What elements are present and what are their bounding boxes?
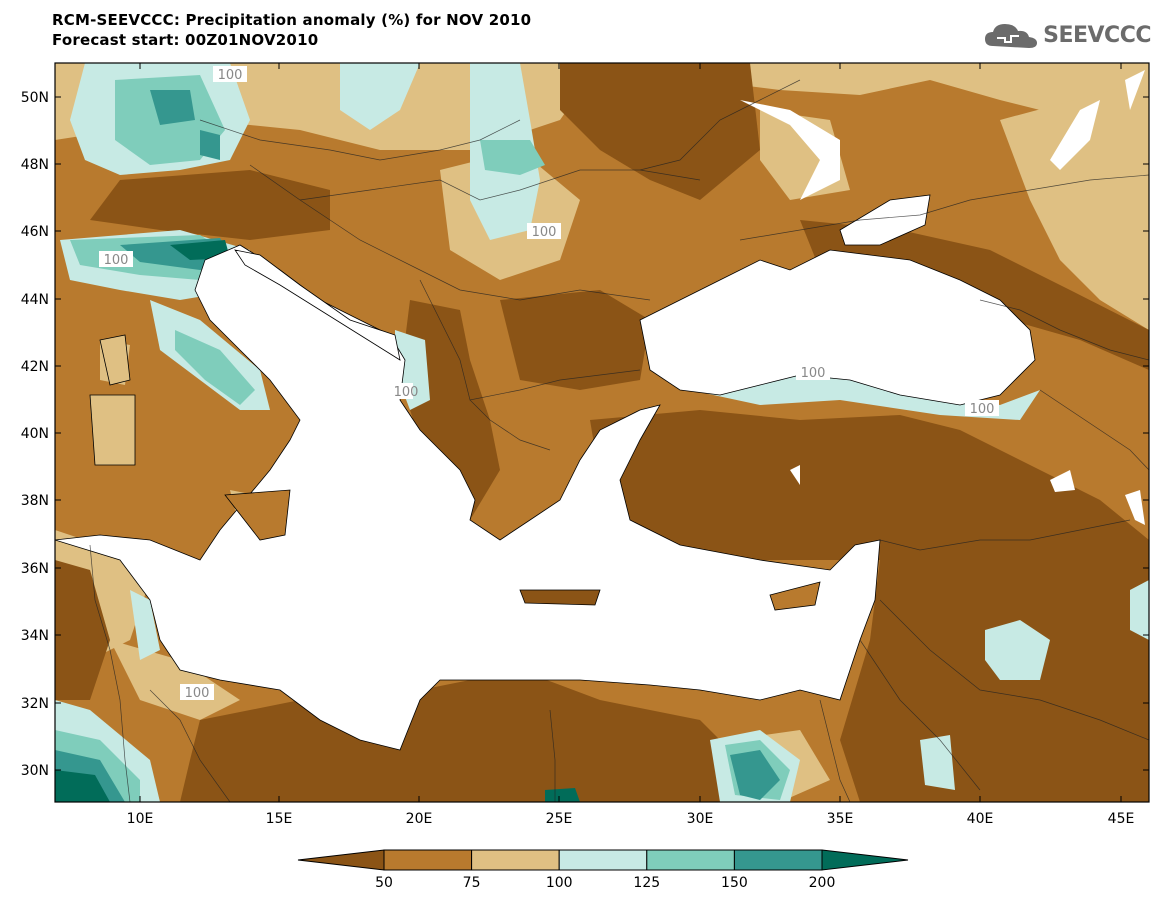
colorbar-label: 50 bbox=[375, 875, 393, 891]
lat-tick-label: 42N bbox=[21, 359, 49, 375]
colorbar-swatch bbox=[821, 849, 909, 871]
colorbar-label: 150 bbox=[721, 875, 748, 891]
lat-tick-label: 32N bbox=[21, 696, 49, 712]
contour-labels: 100 100 100 100 100 100 100 bbox=[99, 66, 999, 701]
contour-label: 100 bbox=[532, 225, 557, 240]
cyprus bbox=[769, 581, 821, 611]
lon-tick-label: 35E bbox=[827, 811, 854, 827]
colorbar-label: 100 bbox=[546, 875, 573, 891]
lon-tick-label: 25E bbox=[546, 811, 573, 827]
lon-tick-label: 20E bbox=[406, 811, 433, 827]
country-borders bbox=[89, 79, 1149, 802]
contour-label: 100 bbox=[801, 366, 826, 381]
colorbar-label: 125 bbox=[633, 875, 660, 891]
colorbar-swatch bbox=[558, 849, 648, 871]
contour-label: 100 bbox=[185, 686, 210, 701]
crete bbox=[519, 589, 601, 606]
colorbar-swatch bbox=[646, 849, 735, 871]
colorbar-swatch bbox=[471, 849, 560, 871]
sea-areas bbox=[55, 194, 1036, 751]
contour-label: 100 bbox=[394, 385, 419, 400]
latitude-axis: 50N 48N 46N 44N 42N 40N 38N 36N 34N 32N 30N bbox=[21, 90, 1149, 779]
colorbar: 50 75 100 125 150 200 bbox=[297, 849, 909, 891]
lon-tick-label: 30E bbox=[687, 811, 714, 827]
contour-label: 100 bbox=[104, 253, 129, 268]
anomaly-above-200 bbox=[55, 240, 580, 802]
lon-tick-label: 45E bbox=[1108, 811, 1135, 827]
lon-tick-label: 40E bbox=[967, 811, 994, 827]
lat-tick-label: 44N bbox=[21, 292, 49, 308]
islands bbox=[89, 334, 821, 611]
longitude-axis: 10E 15E 20E 25E 30E 35E 40E 45E bbox=[127, 63, 1135, 827]
lat-tick-label: 36N bbox=[21, 561, 49, 577]
colorbar-swatch bbox=[297, 849, 385, 871]
sardinia bbox=[89, 394, 136, 466]
lon-tick-label: 15E bbox=[266, 811, 293, 827]
contour-label: 100 bbox=[970, 402, 995, 417]
contour-label: 100 bbox=[218, 68, 243, 83]
colorbar-label: 75 bbox=[463, 875, 481, 891]
logo: SEEVCCC bbox=[983, 20, 1151, 50]
colorbar-swatch bbox=[383, 849, 473, 871]
logo-text: SEEVCCC bbox=[1043, 22, 1151, 48]
no-data-patches bbox=[740, 70, 1145, 525]
lat-tick-label: 30N bbox=[21, 763, 49, 779]
forecast-start: Forecast start: 00Z01NOV2010 bbox=[52, 31, 319, 49]
colorbar-swatch bbox=[733, 849, 823, 871]
lat-tick-label: 46N bbox=[21, 224, 49, 240]
lat-tick-label: 40N bbox=[21, 426, 49, 442]
lat-tick-label: 38N bbox=[21, 493, 49, 509]
lat-tick-label: 34N bbox=[21, 628, 49, 644]
lat-tick-label: 48N bbox=[21, 157, 49, 173]
lon-tick-label: 10E bbox=[127, 811, 154, 827]
title-block: RCM-SEEVCCC: Precipitation anomaly (%) f… bbox=[52, 10, 531, 50]
sicily bbox=[224, 489, 291, 541]
corsica bbox=[99, 334, 131, 386]
map-title: RCM-SEEVCCC: Precipitation anomaly (%) f… bbox=[52, 11, 532, 29]
colorbar-label: 200 bbox=[809, 875, 836, 891]
lat-tick-label: 50N bbox=[21, 90, 49, 106]
cloud-icon bbox=[985, 24, 1038, 48]
